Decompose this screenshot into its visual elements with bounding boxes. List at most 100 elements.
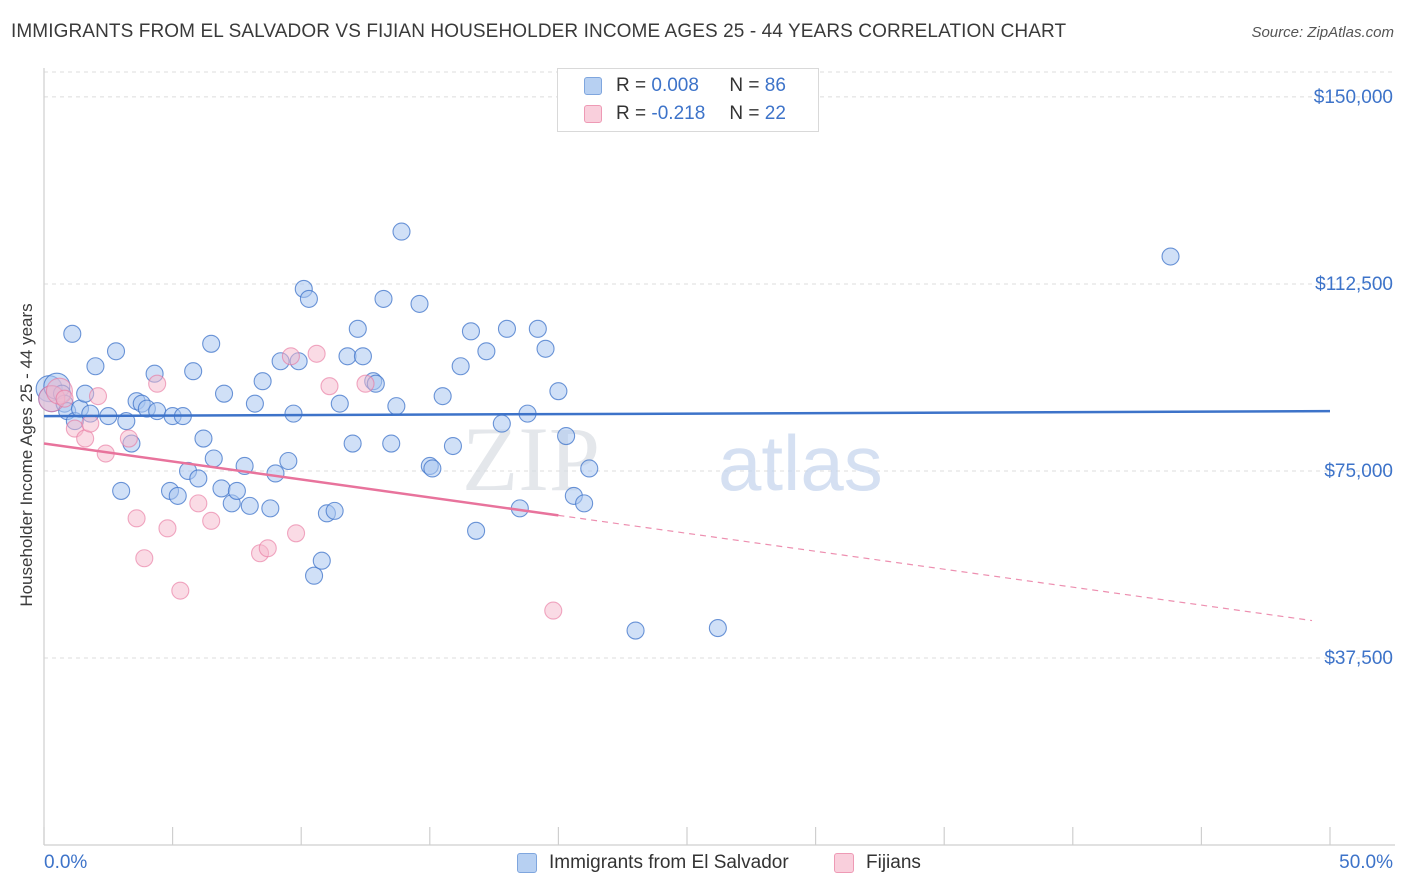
axes [43,68,1395,846]
bottom-legend-el-salvador: Immigrants from El Salvador [517,852,789,874]
el-salvador-point [86,357,105,376]
el-salvador-point [353,347,372,366]
el-salvador-point [184,362,203,381]
el-salvador-point [423,459,442,478]
legend-swatch-pink [584,105,602,123]
legend-r-value: -0.218 [651,103,706,124]
correlation-legend: R = 0.008 N = 86 R = -0.218 N = 22 [557,68,819,132]
el-salvador-point [266,464,285,483]
legend-r-label: R = [616,75,647,96]
bottom-legend-swatch-pink [834,853,854,873]
legend-n-value: 22 [764,103,786,124]
bottom-legend-fijians: Fijians [834,852,921,874]
el-salvador-point [299,289,318,308]
el-salvador-point [214,384,234,403]
source-label: Source: ZipAtlas.com [1251,24,1394,41]
el-salvador-point [497,319,517,338]
fijians-point [320,377,339,396]
fijians-trend-line [43,442,559,517]
legend-swatch-blue [584,77,602,95]
legend-n-value: 86 [764,75,786,96]
chart-title: IMMIGRANTS FROM EL SALVADOR VS FIJIAN HO… [11,21,1067,42]
legend-r-label: R = [616,103,647,124]
fijians-point [189,494,208,513]
el-salvador-point [245,394,264,413]
series-el-salvador-points [35,222,1180,640]
el-salvador-point [580,459,599,478]
watermark: ZIP atlas [462,408,883,510]
el-salvador-point [202,334,221,353]
el-salvador-point [536,339,555,358]
fijians-point [119,429,138,448]
legend-n-label: N = [729,103,760,124]
y-tick-label: $75,000 [1324,460,1393,482]
el-salvador-point [451,357,470,376]
bottom-legend-label: Fijians [866,852,921,873]
fijians-point [135,549,154,568]
el-salvador-point [528,319,547,338]
fijians-point [88,387,108,406]
fijians-point [127,509,146,528]
el-salvador-point [1161,247,1180,266]
fijians-point [258,539,277,558]
el-salvador-point [410,294,429,313]
el-salvador-point [392,222,411,241]
watermark-atlas: atlas [718,419,883,507]
fijians-point [148,374,167,393]
el-salvador-point [261,499,280,518]
el-salvador-point [343,434,362,453]
el-salvador-point [253,372,272,391]
el-salvador-point [461,322,481,341]
el-salvador-point [279,451,298,471]
fijians-point [55,389,74,408]
el-salvador-point [312,551,331,570]
series-fijians-points [38,344,563,620]
el-salvador-point [433,387,452,406]
el-salvador-point [284,404,303,423]
x-tick-label-max: 50.0% [1339,852,1393,873]
legend-row-el-salvador: R = 0.008 N = 86 [584,73,786,99]
el-salvador-point [240,496,259,515]
fijians-point [307,344,326,363]
el-salvador-point [106,342,126,361]
el-salvador-point [467,521,486,540]
el-salvador-point [549,382,568,401]
el-salvador-point [325,501,344,520]
el-salvador-point [63,324,82,343]
fijians-point [202,511,221,530]
el-salvador-point [492,414,511,433]
y-tick-label: $37,500 [1324,647,1393,669]
fijians-point [356,374,375,393]
fijians-trend-line-extrapolated [558,514,1313,622]
legend-n-label: N = [729,75,760,96]
legend-r-value: 0.008 [651,75,699,96]
y-tick-label: $112,500 [1315,273,1393,295]
trend-lines [43,409,1331,622]
x-tick-label-min: 0.0% [44,852,88,873]
el-salvador-point [477,342,496,361]
legend-row-fijians: R = -0.218 N = 22 [584,101,786,127]
bottom-legend-label: Immigrants from El Salvador [549,852,789,873]
el-salvador-point [168,486,187,505]
gridlines [44,71,1395,659]
el-salvador-point [148,402,167,421]
el-salvador-point [626,621,645,640]
el-salvador-point [112,481,131,500]
el-salvador-point [227,481,246,500]
el-salvador-point [189,469,208,488]
el-salvador-point [194,429,213,448]
el-salvador-trend-line [43,409,1331,418]
el-salvador-point [575,494,594,513]
el-salvador-point [348,319,367,338]
el-salvador-point [212,479,231,498]
el-salvador-point [443,436,462,456]
fijians-point [171,581,190,600]
el-salvador-point [387,397,406,416]
y-axis-label: Householder Income Ages 25 - 44 years [17,303,36,607]
el-salvador-point [330,394,349,413]
fijians-point [281,347,300,366]
el-salvador-point [305,566,324,585]
y-tick-label: $150,000 [1313,86,1393,108]
el-salvador-point [338,347,357,366]
el-salvador-point [708,619,727,638]
